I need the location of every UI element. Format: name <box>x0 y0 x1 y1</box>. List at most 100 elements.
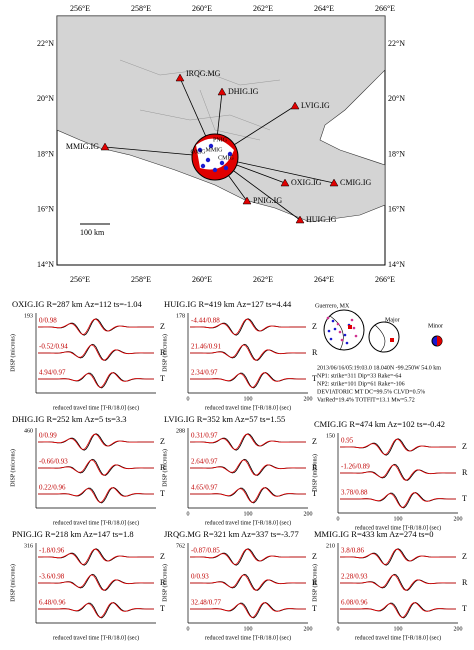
x-label: reduced travel time [T-R/18.0] (sec) <box>205 634 291 641</box>
y-label: DISP (microns) <box>9 564 16 602</box>
lat-label: 18°N <box>388 149 405 158</box>
minor-ball-red <box>437 336 442 346</box>
component: T <box>160 374 165 383</box>
lat-label: 22°N <box>388 39 405 48</box>
land <box>56 15 386 223</box>
station <box>242 196 252 205</box>
component: Z <box>462 442 467 451</box>
component: T <box>312 489 317 498</box>
x-tick-label: 0 <box>337 626 340 632</box>
fit-label: -1.26/0.89 <box>341 463 370 471</box>
synthetic <box>190 574 306 591</box>
component: R <box>312 578 318 587</box>
lon-label: 262°E <box>253 4 273 13</box>
x-tick-label: 100 <box>244 511 253 517</box>
fit-label: -0.52/0.94 <box>39 343 68 351</box>
component: Z <box>312 552 317 561</box>
lat-label: 22°N <box>37 39 54 48</box>
synthetic <box>38 372 154 388</box>
synthetic <box>190 459 306 476</box>
minor-arc <box>374 324 386 353</box>
lon-label: 266°E <box>375 275 395 284</box>
panel-title: DHIG.IG R=252 km Az=5 ts=3.3 <box>12 414 127 424</box>
lon-label: 262°E <box>253 275 273 284</box>
station <box>217 87 227 96</box>
fit-label: 2.34/0.97 <box>191 369 218 377</box>
lon-label: 260°E <box>192 275 212 284</box>
polarity <box>326 316 330 320</box>
info-line: NP1: strike=311 Dip=33 Rake=-64 <box>317 373 401 379</box>
station <box>329 178 339 187</box>
panel-title: MMIG.IG R=433 km Az=274 ts=0 <box>314 529 433 539</box>
station-label: MMIG.IG <box>66 142 99 151</box>
fit-label: -3.6/0.98 <box>39 573 65 581</box>
polarity <box>329 337 333 341</box>
x-label: reduced travel time [T-R/18.0] (sec) <box>53 519 139 526</box>
fit-label: 0/0.93 <box>191 573 209 581</box>
fit-label: 0/0.99 <box>39 432 57 440</box>
polarity <box>354 334 358 338</box>
major-ball <box>323 309 365 351</box>
polarity <box>338 330 342 334</box>
lat-label: 16°N <box>37 205 54 214</box>
panel-title: OXIG.IG R=287 km Az=112 ts=-1.04 <box>12 299 143 309</box>
station <box>295 215 305 224</box>
x-label: reduced travel time [T-R/18.0] (sec) <box>205 404 291 411</box>
lon-label: 256°E <box>70 275 90 284</box>
lat-label: 20°N <box>37 94 54 103</box>
y-max: 178 <box>176 313 185 319</box>
component: Z <box>160 552 165 561</box>
fit-label: 0.31/0.97 <box>191 432 218 440</box>
x-tick-label: 200 <box>304 396 313 402</box>
synthetic <box>38 602 154 618</box>
station-label: CMIG.IG <box>340 178 372 187</box>
x-tick-label: 100 <box>394 516 403 522</box>
panel-title: HUIG.IG R=419 km Az=127 ts=4.44 <box>164 299 292 309</box>
synthetic <box>190 548 306 565</box>
major-arc <box>329 315 344 351</box>
x-tick-label: 0 <box>187 396 190 402</box>
y-label: DISP (microns) <box>161 334 168 372</box>
synthetic <box>190 372 306 388</box>
lat-label: 16°N <box>388 205 405 214</box>
fit-label: 3.78/0.88 <box>341 489 368 497</box>
component: R <box>312 463 318 472</box>
y-max: 210 <box>326 543 335 549</box>
polarity <box>350 318 354 322</box>
scale-label: 100 km <box>80 228 105 237</box>
component: Z <box>160 437 165 446</box>
lon-label: 264°E <box>314 275 334 284</box>
fit-label: 4.65/0.97 <box>191 484 218 492</box>
polarity <box>227 151 233 157</box>
y-max: 150 <box>326 433 335 439</box>
station <box>175 73 185 82</box>
fit-label: 0.22/0.96 <box>39 484 66 492</box>
synthetic <box>38 548 154 565</box>
component: Z <box>462 552 467 561</box>
synthetic <box>38 574 154 591</box>
synthetic <box>38 344 154 361</box>
state-borders <box>119 59 281 141</box>
polarity <box>223 165 229 171</box>
major: Major <box>385 317 400 323</box>
polarity <box>205 157 211 163</box>
fit-label: 4.94/0.97 <box>39 369 66 377</box>
polarity <box>219 160 225 166</box>
ball-label: PNIG <box>213 137 228 143</box>
x-tick-label: 100 <box>394 626 403 632</box>
lon-label: 260°E <box>192 4 212 13</box>
x-label: reduced travel time [T-R/18.0] (sec) <box>53 634 139 641</box>
lon-label: 266°E <box>375 4 395 13</box>
fit-label: -0.66/0.93 <box>39 458 68 466</box>
component: Z <box>312 437 317 446</box>
component: R <box>160 348 166 357</box>
fit-label: 6.08/0.96 <box>341 599 368 607</box>
info-line: DEVIATORIC MT DC=99.5% CLVD=0.5% <box>317 389 425 395</box>
fit-label: 0.95 <box>341 437 354 445</box>
station-label: HUIG.IG <box>306 215 337 224</box>
x-tick-label: 200 <box>454 516 463 522</box>
lon-label: 258°E <box>131 275 151 284</box>
synthetic <box>38 487 154 503</box>
x-label: reduced travel time [T-R/18.0] (sec) <box>355 524 441 531</box>
